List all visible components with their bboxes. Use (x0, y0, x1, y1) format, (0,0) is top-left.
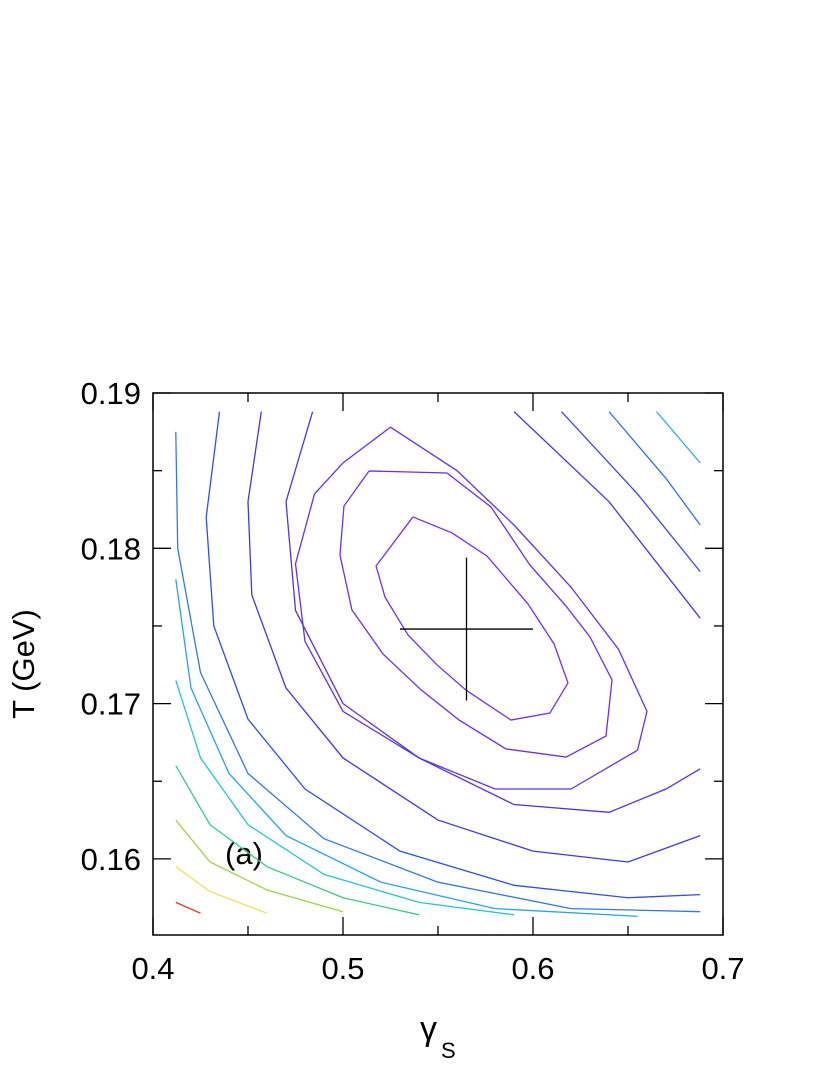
y-tick-label: 0.18 (81, 531, 141, 566)
x-tick-label: 0.4 (131, 951, 174, 986)
contour-line (561, 411, 701, 573)
x-axis-label: γ (420, 1010, 437, 1048)
contour-line (175, 765, 420, 916)
y-tick-label: 0.17 (81, 687, 141, 722)
x-axis-label-subscript: S (441, 1038, 456, 1063)
y-tick-label: 0.16 (81, 842, 141, 877)
contour-line (175, 680, 515, 916)
contour-line (656, 411, 701, 464)
contour-line (175, 431, 701, 913)
x-tick-label: 0.7 (701, 951, 744, 986)
contour-line (175, 901, 201, 914)
contour-line (285, 411, 701, 813)
contour-line (175, 819, 344, 913)
contour-line (247, 411, 701, 863)
y-axis-label: T (GeV) (6, 609, 41, 719)
contour-line (175, 579, 638, 918)
contour-line (375, 516, 569, 721)
contour-line (205, 411, 701, 899)
x-tick-label: 0.6 (511, 951, 554, 986)
contour-line (294, 426, 648, 790)
contour-line (175, 866, 268, 914)
annotation: (a) (225, 836, 263, 871)
x-tick-label: 0.5 (321, 951, 364, 986)
contour-line (608, 411, 701, 526)
contour-line (339, 470, 613, 758)
contour-line (513, 411, 701, 619)
y-tick-label: 0.19 (81, 376, 141, 411)
